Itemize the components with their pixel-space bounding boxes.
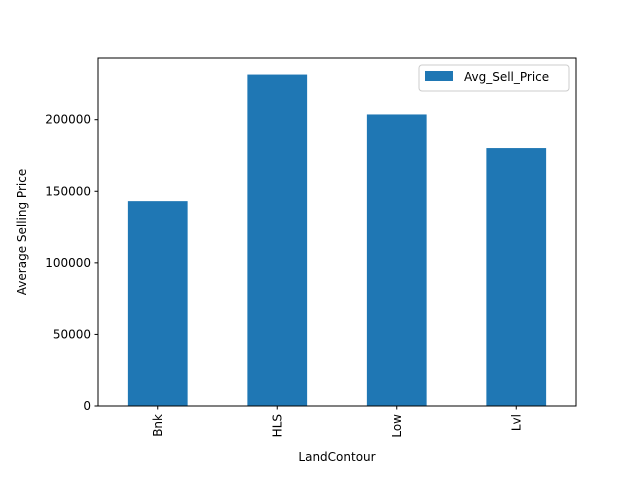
bars-group — [127, 74, 547, 407]
y-tick-label: 150000 — [45, 184, 91, 198]
x-axis: Bnk HLS Low Lvl — [151, 406, 523, 438]
legend-frame — [418, 64, 570, 92]
y-tick-label: 100000 — [45, 256, 91, 270]
x-axis-label: LandContour — [298, 450, 375, 464]
bar-low — [366, 114, 427, 406]
y-tick-label: 200000 — [45, 113, 91, 127]
x-tick-label: HLS — [270, 414, 284, 437]
x-tick-label: Lvl — [509, 414, 523, 431]
y-axis: 0 50000 100000 150000 200000 — [45, 113, 98, 413]
y-tick-label: 0 — [83, 399, 91, 413]
plot-frame — [97, 57, 577, 407]
bar-lvl — [486, 148, 547, 406]
x-tick-label: Low — [390, 414, 404, 438]
legend-swatch — [425, 71, 453, 81]
bar-bnk — [127, 201, 188, 406]
legend: Avg_Sell_Price — [418, 64, 570, 92]
bar-hls — [247, 74, 308, 407]
x-tick-label: Bnk — [151, 414, 165, 437]
legend-label: Avg_Sell_Price — [464, 70, 549, 84]
y-tick-label: 50000 — [53, 327, 91, 341]
y-axis-label: Average Selling Price — [15, 169, 29, 295]
